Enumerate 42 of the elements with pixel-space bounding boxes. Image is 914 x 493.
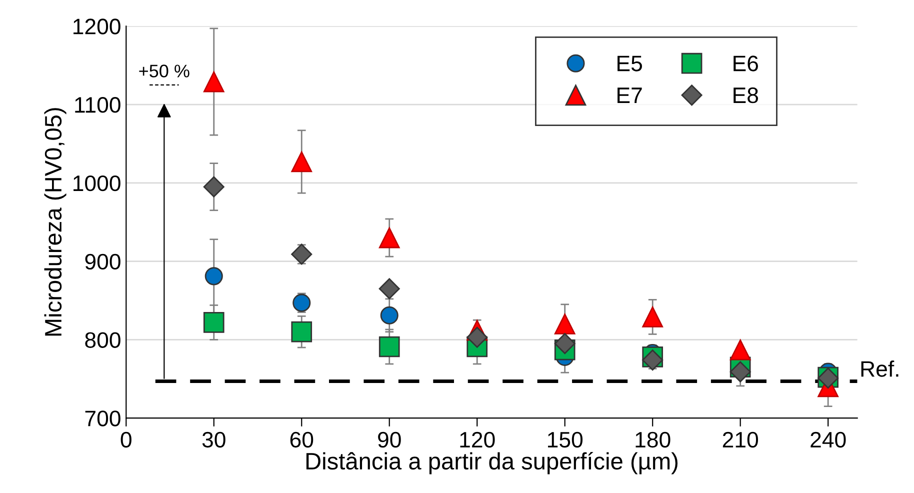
point (292, 294, 311, 312)
x-tick-label: 210 (722, 432, 758, 448)
point (378, 227, 400, 248)
y-tick-label: 1100 (75, 97, 120, 113)
point (204, 267, 223, 286)
legend-label: E8 (734, 87, 758, 104)
y-tick-label: 1200 (74, 18, 120, 34)
y-tick-label: 700 (85, 410, 120, 426)
point (730, 339, 751, 360)
point (554, 333, 576, 354)
x-tick-label: 180 (636, 432, 670, 448)
point (291, 321, 312, 342)
x-tick-label: 30 (202, 432, 226, 448)
point (378, 336, 400, 358)
point (554, 314, 576, 334)
point (730, 361, 751, 382)
y-tick-label: 800 (85, 332, 120, 348)
point (642, 306, 664, 328)
point (203, 176, 224, 198)
x-tick-label: 240 (810, 432, 846, 448)
point (378, 278, 400, 300)
legend-label: E6 (734, 56, 758, 72)
ref-line-label: Ref. (861, 360, 898, 377)
point (203, 71, 224, 92)
y-axis-title: Microdureza (HV0,05) (44, 108, 66, 336)
x-axis-title: Distância a partir da superfície (µm) (306, 452, 678, 474)
x-tick-label: 120 (460, 432, 495, 448)
annotation: +50 % (139, 64, 190, 78)
point (380, 306, 398, 324)
point (291, 151, 312, 172)
x-tick-label: 60 (290, 432, 314, 448)
x-tick-label: 0 (120, 432, 132, 448)
legend-label: E5 (618, 56, 642, 72)
legend-label: E7 (618, 88, 642, 103)
y-tick-label: 1000 (74, 175, 120, 192)
point (291, 244, 312, 265)
x-tick-label: 150 (548, 432, 583, 448)
point (642, 350, 664, 371)
y-tick-label: 900 (85, 254, 120, 270)
x-tick-label: 90 (378, 432, 401, 448)
point (203, 312, 224, 333)
point (466, 326, 488, 348)
